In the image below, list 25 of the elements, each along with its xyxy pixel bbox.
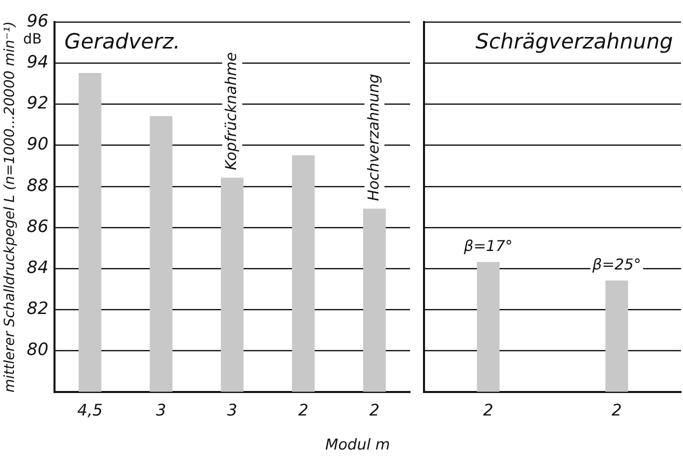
x-tick-label: 3 xyxy=(156,400,166,420)
annotation: β=17° xyxy=(462,236,513,255)
chart-title: Schrägverzahnung xyxy=(476,29,674,54)
x-tick-label: 4,5 xyxy=(77,400,103,420)
x-tick-label: 2 xyxy=(298,400,308,420)
x-axis-title: Modul m xyxy=(325,435,390,454)
y-tick-label: 96 xyxy=(26,11,49,32)
x-tick-label: 2 xyxy=(483,400,494,420)
y-tick-label: 90 xyxy=(26,134,48,155)
annotation: β=25° xyxy=(591,255,642,274)
x-tick-label: 3 xyxy=(227,400,238,420)
y-tick-label: 82 xyxy=(26,299,48,320)
annotation: Hochverzahnung xyxy=(364,74,382,201)
y-tick-label: 86 xyxy=(26,216,49,237)
y-tick-label: 88 xyxy=(26,176,49,196)
y-tick-label: 92 xyxy=(26,94,48,114)
y-tick-label: 80 xyxy=(26,340,48,360)
text: dB xyxy=(23,32,42,48)
y-tick-label: 84 xyxy=(26,258,48,278)
annotation: Kopfrücknahme xyxy=(222,52,240,170)
y-axis-title: mittlerer Schalldruckpegel L (n=1000...20000 min⁻¹) xyxy=(2,21,18,393)
x-tick-label: 2 xyxy=(612,400,622,420)
y-tick-label: 94 xyxy=(26,52,48,73)
x-tick-label: 2 xyxy=(369,400,380,420)
chart-title: Geradverz. xyxy=(64,29,180,54)
